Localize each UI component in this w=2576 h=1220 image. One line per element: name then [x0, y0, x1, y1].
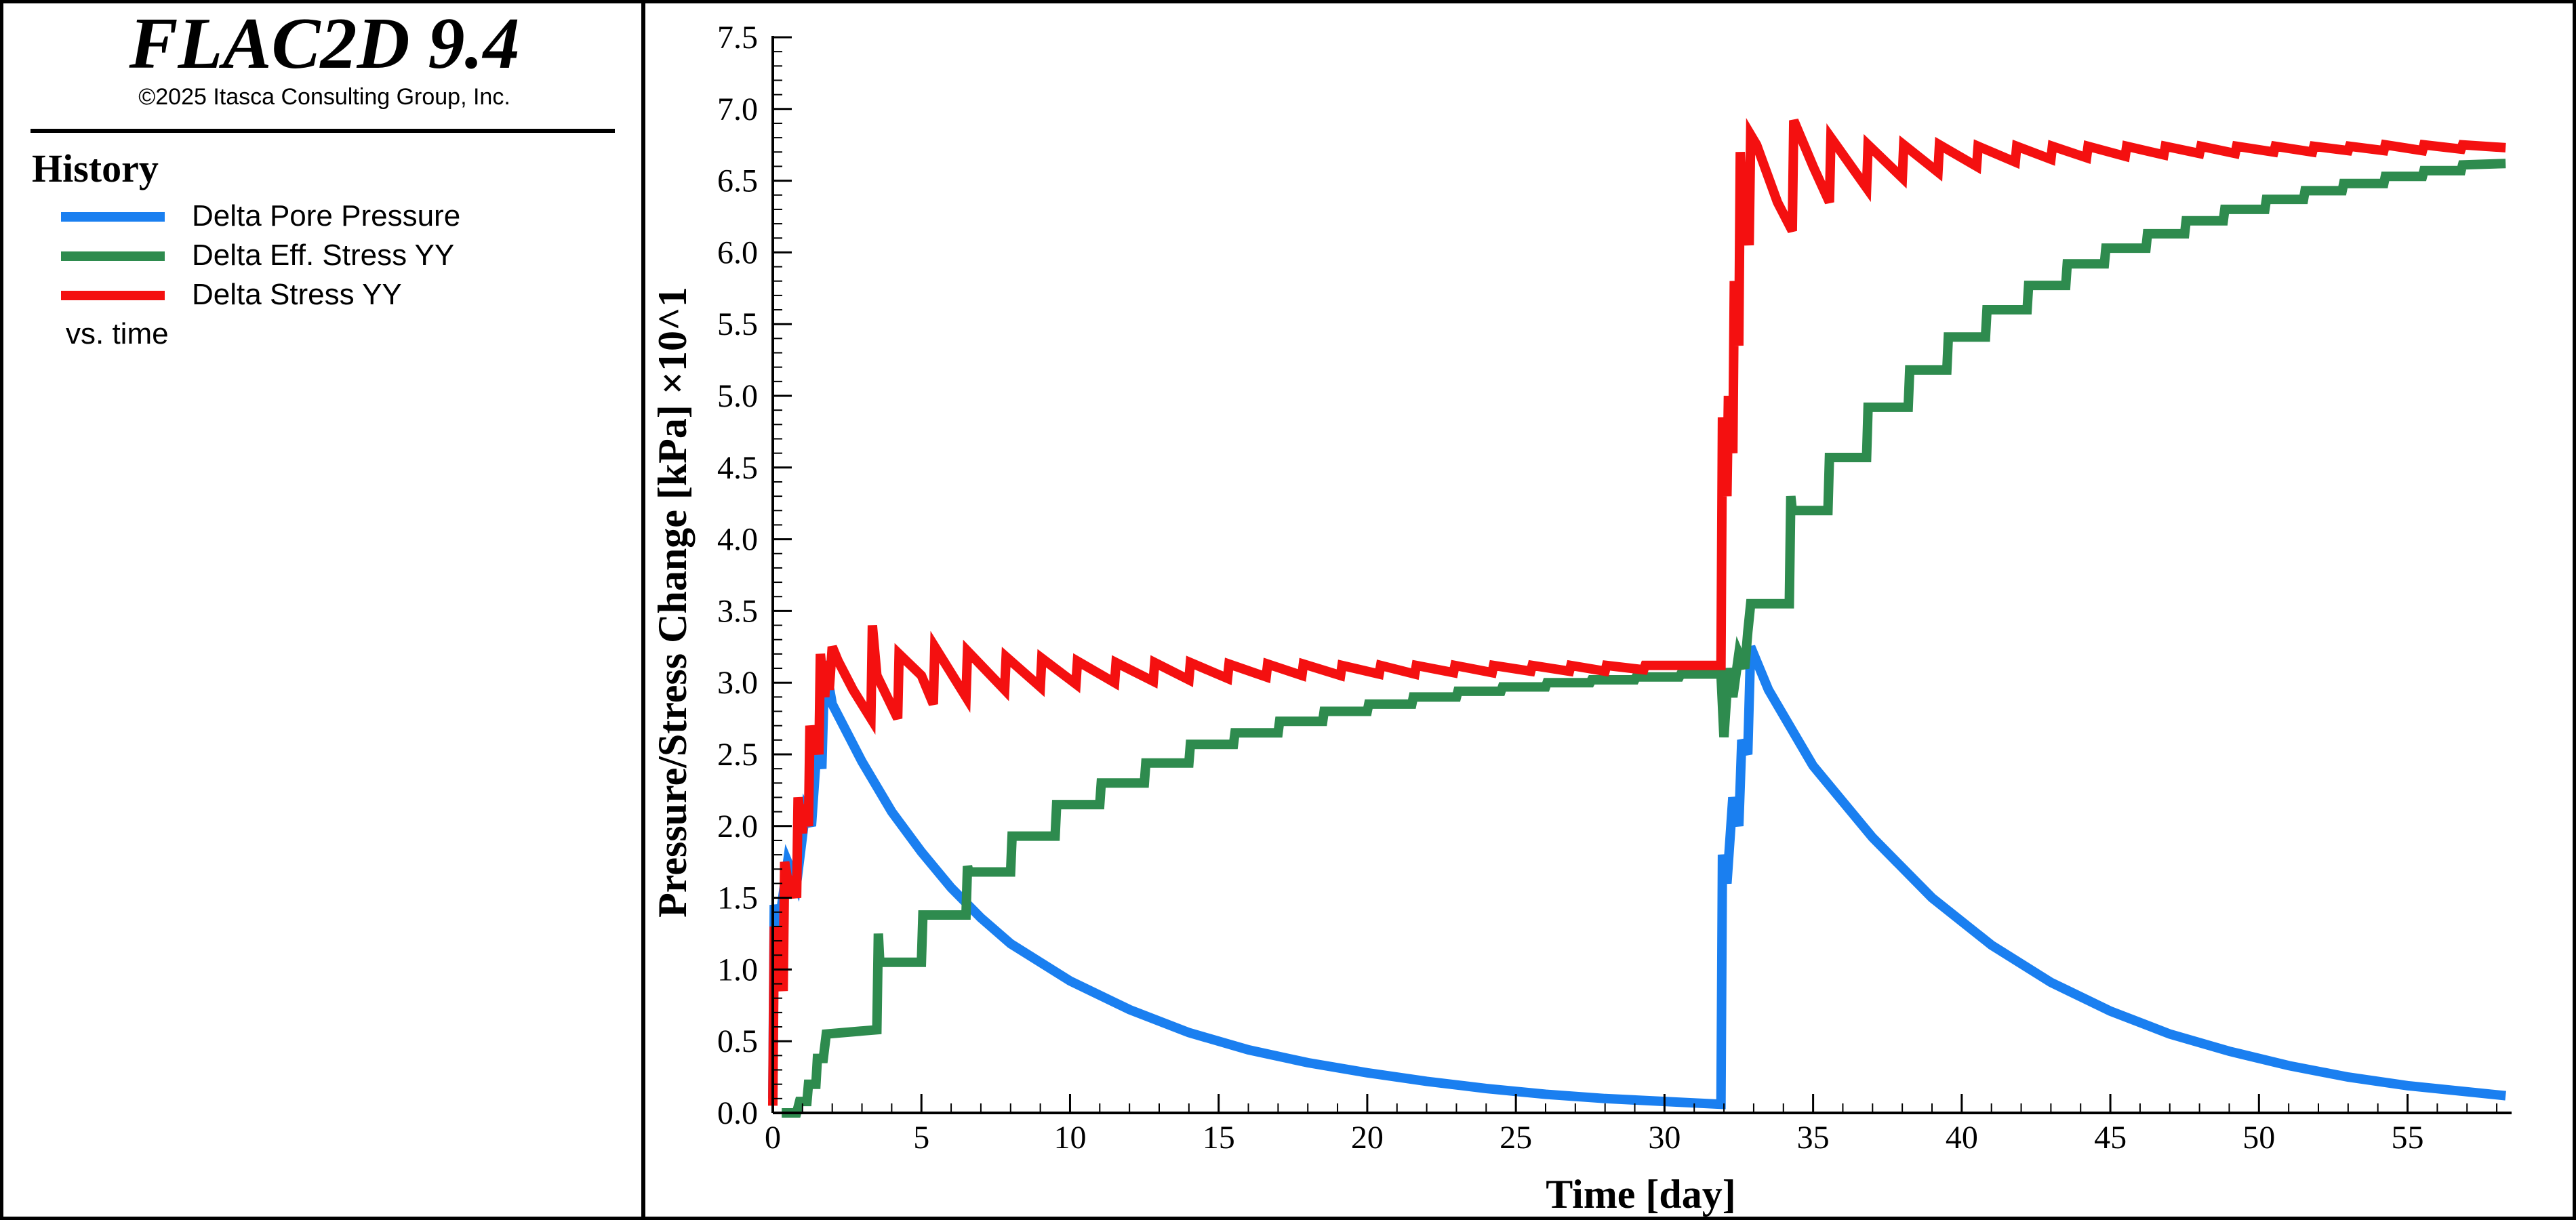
legend-footer: vs. time	[66, 317, 169, 350]
x-tick-label: 0	[765, 1120, 781, 1156]
x-tick-label: 45	[2094, 1120, 2127, 1156]
y-tick-label: 2.0	[717, 809, 758, 845]
y-tick-label: 3.5	[717, 593, 758, 629]
y-tick-label: 3.0	[717, 665, 758, 701]
x-tick-label: 20	[1351, 1120, 1384, 1156]
app-title: FLAC2D 9.4	[129, 3, 520, 84]
y-tick-label: 0.0	[717, 1095, 758, 1131]
x-tick-label: 15	[1203, 1120, 1235, 1156]
legend-swatch-eff-stress	[61, 251, 165, 261]
legend-swatch-pore-pressure	[61, 212, 165, 222]
y-axis-title: Pressure/Stress Change [kPa] ×10^1	[650, 287, 695, 918]
series-line-1	[782, 159, 2506, 1118]
y-tick-label: 5.0	[717, 378, 758, 414]
x-tick-label: 35	[1797, 1120, 1830, 1156]
legend-swatch-stress	[61, 291, 165, 300]
legend-label-pore-pressure: Delta Pore Pressure	[192, 199, 461, 232]
y-tick-label: 1.0	[717, 952, 758, 988]
legend-panel: FLAC2D 9.4 ©2025 Itasca Consulting Group…	[3, 3, 645, 1217]
y-tick-label: 6.0	[717, 235, 758, 270]
legend-label-eff-stress: Delta Eff. Stress YY	[192, 239, 455, 272]
legend-heading: History	[32, 146, 159, 190]
y-tick-label: 4.5	[717, 450, 758, 486]
series-line-0	[768, 645, 2506, 1110]
y-tick-label: 0.5	[717, 1023, 758, 1059]
x-axis-title: Time [day]	[1546, 1172, 1736, 1217]
x-tick-label: 5	[913, 1120, 929, 1156]
copyright-text: ©2025 Itasca Consulting Group, Inc.	[138, 84, 510, 110]
x-tick-label: 10	[1053, 1120, 1086, 1156]
x-tick-label: 25	[1500, 1120, 1532, 1156]
legend-label-stress: Delta Stress YY	[192, 278, 402, 311]
y-tick-label: 5.5	[717, 306, 758, 342]
series-line-2	[768, 117, 2506, 1106]
y-tick-label: 2.5	[717, 737, 758, 773]
y-tick-label: 1.5	[717, 880, 758, 916]
axes: 0.0 0.5 1.0 1.5 2.0 2.5 3.0 3.5 4.0 4.5 5.0 5.5 6.0 6…	[717, 20, 2512, 1156]
y-tick-label: 4.0	[717, 522, 758, 558]
y-tick-label: 7.0	[717, 92, 758, 127]
x-tick-label: 40	[1946, 1120, 1978, 1156]
x-tick-label: 55	[2392, 1120, 2424, 1156]
series-layer	[768, 117, 2506, 1118]
title-divider	[31, 129, 615, 133]
y-tick-label: 7.5	[717, 20, 758, 56]
axis-labels: Time [day] Pressure/Stress Change [kPa] …	[650, 287, 1736, 1217]
x-tick-label: 30	[1648, 1120, 1681, 1156]
x-tick-label: 50	[2242, 1120, 2275, 1156]
y-tick-label: 6.5	[717, 163, 758, 199]
